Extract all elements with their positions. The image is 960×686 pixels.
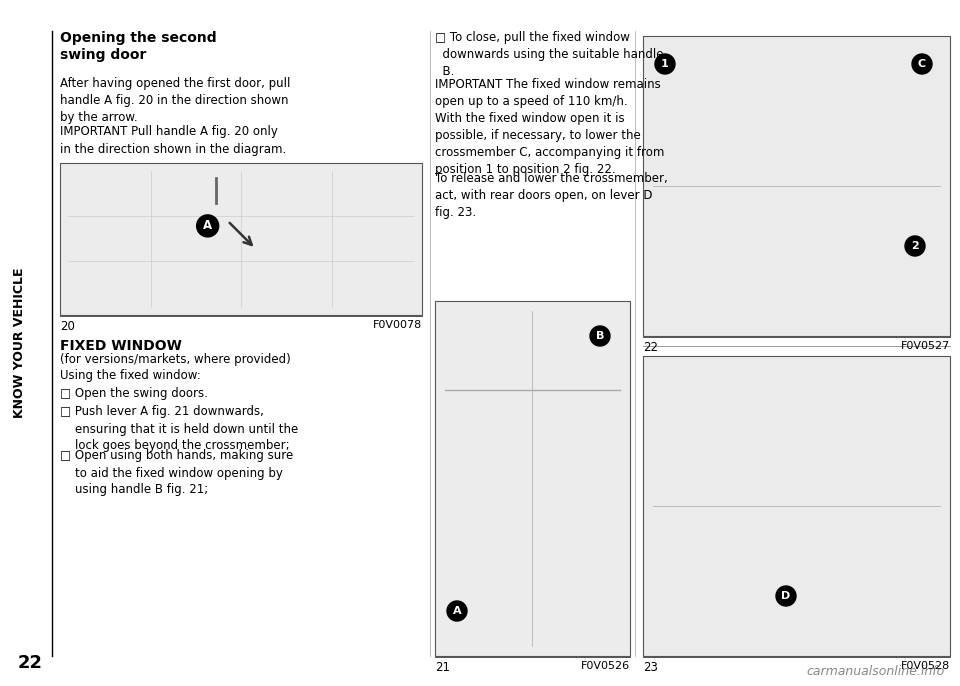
Text: F0V0078: F0V0078 (372, 320, 422, 329)
Bar (643, 356, 950, 656)
Circle shape (655, 54, 675, 74)
Text: After having opened the first door, pull
handle A fig. 20 in the direction shown: After having opened the first door, pull… (60, 77, 290, 124)
Circle shape (197, 215, 219, 237)
Text: 21: 21 (435, 661, 450, 674)
Text: IMPORTANT Pull handle A fig. 20 only
in the direction shown in the diagram.: IMPORTANT Pull handle A fig. 20 only in … (60, 126, 286, 156)
Text: □ Open the swing doors.: □ Open the swing doors. (60, 388, 208, 401)
Text: B: B (596, 331, 604, 341)
Text: □ To close, pull the fixed window
  downwards using the suitable handle
  B.: □ To close, pull the fixed window downwa… (435, 31, 663, 78)
Text: 23: 23 (643, 661, 658, 674)
Text: □ Open using both hands, making sure
    to aid the fixed window opening by
    : □ Open using both hands, making sure to … (60, 449, 293, 497)
Text: A: A (204, 220, 212, 233)
Text: C: C (918, 59, 926, 69)
Bar (643, 36, 950, 336)
Text: D: D (781, 591, 791, 601)
Bar (435, 301, 630, 656)
Circle shape (776, 586, 796, 606)
Text: 20: 20 (60, 320, 75, 333)
Circle shape (905, 236, 925, 256)
Text: KNOW YOUR VEHICLE: KNOW YOUR VEHICLE (13, 268, 27, 418)
Text: IMPORTANT The fixed window remains
open up to a speed of 110 km/h.: IMPORTANT The fixed window remains open … (435, 78, 660, 108)
Text: carmanualsonline.info: carmanualsonline.info (806, 665, 945, 678)
Text: A: A (453, 606, 462, 616)
Text: 1: 1 (661, 59, 669, 69)
Text: 22: 22 (18, 654, 43, 672)
Text: F0V0527: F0V0527 (900, 341, 950, 351)
Text: □ Push lever A fig. 21 downwards,
    ensuring that it is held down until the
  : □ Push lever A fig. 21 downwards, ensuri… (60, 405, 299, 453)
Text: 22: 22 (643, 341, 658, 354)
Bar (60, 163, 422, 314)
Text: FIXED WINDOW: FIXED WINDOW (60, 338, 181, 353)
Circle shape (447, 601, 467, 621)
Text: Opening the second
swing door: Opening the second swing door (60, 31, 217, 62)
Circle shape (912, 54, 932, 74)
Circle shape (590, 326, 610, 346)
Text: With the fixed window open it is
possible, if necessary, to lower the
crossmembe: With the fixed window open it is possibl… (435, 112, 664, 176)
Text: To release and lower the crossmember,
act, with rear doors open, on lever D
fig.: To release and lower the crossmember, ac… (435, 172, 668, 219)
Text: F0V0526: F0V0526 (581, 661, 630, 671)
Text: F0V0528: F0V0528 (900, 661, 950, 671)
Text: 2: 2 (911, 241, 919, 251)
Text: Using the fixed window:: Using the fixed window: (60, 370, 201, 383)
Text: (for versions/markets, where provided): (for versions/markets, where provided) (60, 353, 291, 366)
